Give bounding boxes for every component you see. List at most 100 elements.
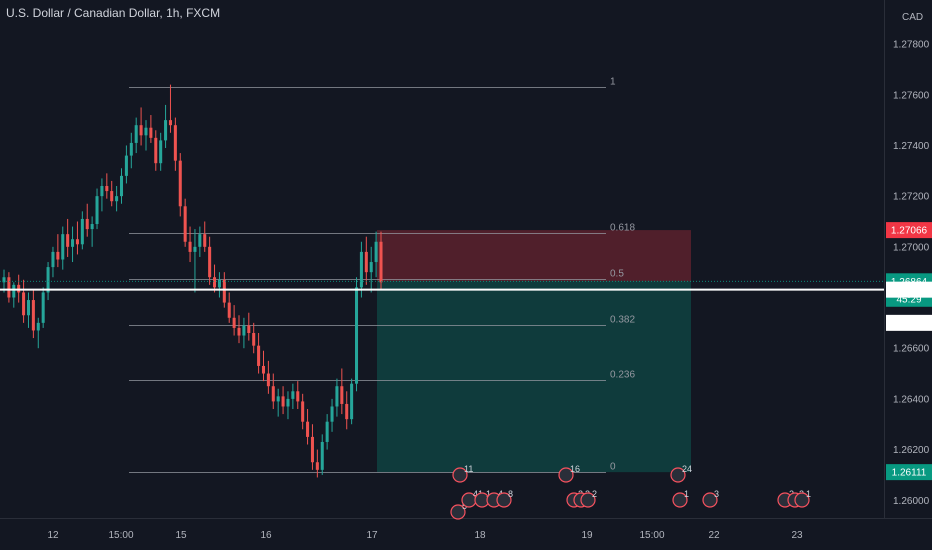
candle-body xyxy=(144,127,148,136)
candle-body xyxy=(31,300,35,331)
stop-loss-zone xyxy=(377,230,691,282)
y-tick-label: 1.26600 xyxy=(893,344,930,355)
y-tick-label: 1.27600 xyxy=(893,90,930,101)
candle-body xyxy=(129,142,133,156)
candle-body xyxy=(242,325,246,336)
candle-body xyxy=(46,267,50,293)
candle-body xyxy=(217,279,221,288)
currency-label: CAD xyxy=(902,12,923,23)
candle-body xyxy=(193,246,197,252)
event-count: 11 xyxy=(464,464,473,474)
candle-body xyxy=(159,140,163,164)
event-flag-icon xyxy=(558,467,574,483)
candle-body xyxy=(266,373,270,387)
candle-body xyxy=(168,120,172,126)
event-flag-icon xyxy=(450,504,466,520)
candle-body xyxy=(369,262,373,273)
event-flag-icon xyxy=(794,492,810,508)
event-count: 24 xyxy=(682,464,692,474)
take-profit-zone xyxy=(377,281,691,473)
candle-body xyxy=(119,175,124,197)
chart-title: U.S. Dollar / Canadian Dollar, 1h, FXCM xyxy=(6,6,221,20)
candle-body xyxy=(12,284,16,298)
x-tick-label: 18 xyxy=(474,530,486,541)
price-badge xyxy=(886,281,932,298)
event-flag-icon xyxy=(452,467,468,483)
x-tick-label: 15 xyxy=(175,530,187,541)
candle-body xyxy=(227,302,231,318)
candle-body xyxy=(80,218,84,245)
candle-body xyxy=(110,191,114,202)
candle-body xyxy=(173,125,177,161)
y-tick-label: 1.27800 xyxy=(893,40,930,51)
event-flag-icon xyxy=(496,492,512,508)
event-count: 1 xyxy=(806,489,811,499)
price-badge xyxy=(886,222,932,239)
candle-body xyxy=(286,398,290,407)
candle-body xyxy=(252,332,256,346)
candle-body xyxy=(345,403,349,420)
candle-body xyxy=(203,234,207,247)
x-tick-label: 19 xyxy=(581,530,593,541)
candle-body xyxy=(183,206,187,242)
candle-body xyxy=(208,246,212,278)
candle-body xyxy=(139,125,143,136)
fib-level-label: 0.236 xyxy=(610,370,635,381)
candle-body xyxy=(237,327,241,336)
price-badge-label: 1.26831 xyxy=(891,285,928,296)
y-tick-label: 1.27000 xyxy=(893,242,930,253)
candle-body xyxy=(124,155,128,176)
x-tick-label: 23 xyxy=(791,530,803,541)
candle-body xyxy=(359,251,363,288)
fib-level-label: 0.5 xyxy=(610,269,624,280)
y-tick-label: 1.27200 xyxy=(893,192,930,203)
candle-body xyxy=(374,241,378,263)
y-tick-label: 1.26200 xyxy=(893,445,930,456)
candle-body xyxy=(306,421,310,437)
candle-body xyxy=(105,186,109,192)
event-count: 1 xyxy=(486,489,491,499)
x-tick-label: 22 xyxy=(708,530,720,541)
x-tick-label: 15:00 xyxy=(108,530,133,541)
event-flag-icon xyxy=(672,492,688,508)
candle-body xyxy=(320,441,324,470)
event-flag-icon xyxy=(702,492,718,508)
candle-body xyxy=(379,241,383,283)
y-tick-label: 1.26000 xyxy=(893,496,930,507)
event-flag-icon xyxy=(670,467,686,483)
event-flag-icon xyxy=(580,492,596,508)
candle-body xyxy=(100,186,104,197)
candle-body xyxy=(17,284,21,293)
candle-body xyxy=(61,234,65,260)
x-tick-label: 15:00 xyxy=(639,530,664,541)
candle-body xyxy=(364,251,368,273)
fib-level-label: 0 xyxy=(610,462,616,473)
candle-body xyxy=(178,160,182,207)
candle-body xyxy=(355,287,359,384)
y-tick-label: 1.27400 xyxy=(893,141,930,152)
candle-body xyxy=(26,300,30,316)
candle-body xyxy=(271,386,275,402)
event-count: 3 xyxy=(714,489,719,499)
x-tick-label: 16 xyxy=(260,530,272,541)
candle-body xyxy=(90,224,94,230)
price-badge-label: 1.27066 xyxy=(891,226,928,237)
candle-body xyxy=(281,396,285,407)
candle-body xyxy=(75,239,79,245)
candle-body xyxy=(164,120,168,141)
event-count: 1 xyxy=(684,489,689,499)
candle-body xyxy=(51,251,55,268)
candle-body xyxy=(71,239,75,247)
candle-body xyxy=(66,234,70,247)
candle-body xyxy=(115,196,119,202)
candle-body xyxy=(296,391,300,402)
candle-body xyxy=(36,322,40,331)
candle-body xyxy=(188,241,192,252)
candle-body xyxy=(134,125,138,143)
event-count: 2 xyxy=(592,489,597,499)
candle-body xyxy=(257,345,261,366)
candle-body xyxy=(276,396,280,402)
event-count: 8 xyxy=(508,489,513,499)
candle-body xyxy=(315,462,319,470)
